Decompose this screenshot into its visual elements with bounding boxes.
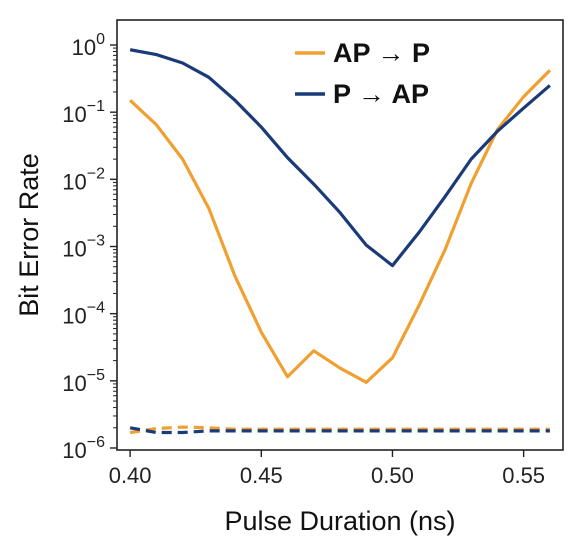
x-axis-label: Pulse Duration (ns) [224,506,455,536]
y-tick-label: 10−1 [62,98,105,127]
x-tick-label: 0.40 [109,463,152,488]
legend: AP → P P → AP [295,38,430,109]
plot-lines [129,48,552,435]
y-tick-label: 10−4 [62,300,105,329]
legend-label: AP → P [333,38,430,68]
x-axis-ticks: 0.40 0.45 0.50 0.55 [109,450,545,488]
x-tick-label: 0.45 [240,463,283,488]
y-tick-label: 10−5 [62,367,105,396]
series-line-1 [129,69,552,384]
series-line-2 [129,48,551,268]
y-axis-label: Bit Error Rate [14,153,44,317]
x-tick-label: 0.50 [371,463,414,488]
y-tick-label: 10−6 [62,434,105,463]
y-tick-label: 10−2 [62,165,105,194]
y-tick-label: 100 [72,31,105,60]
x-tick-label: 0.55 [502,463,545,488]
legend-label: P → AP [333,79,429,109]
plot-frame [116,19,564,451]
y-axis-ticks: 100 10−1 10−2 10−3 10−4 10−5 10−6 [62,31,117,463]
y-tick-label: 10−3 [62,233,105,262]
series-line-4 [129,426,550,435]
